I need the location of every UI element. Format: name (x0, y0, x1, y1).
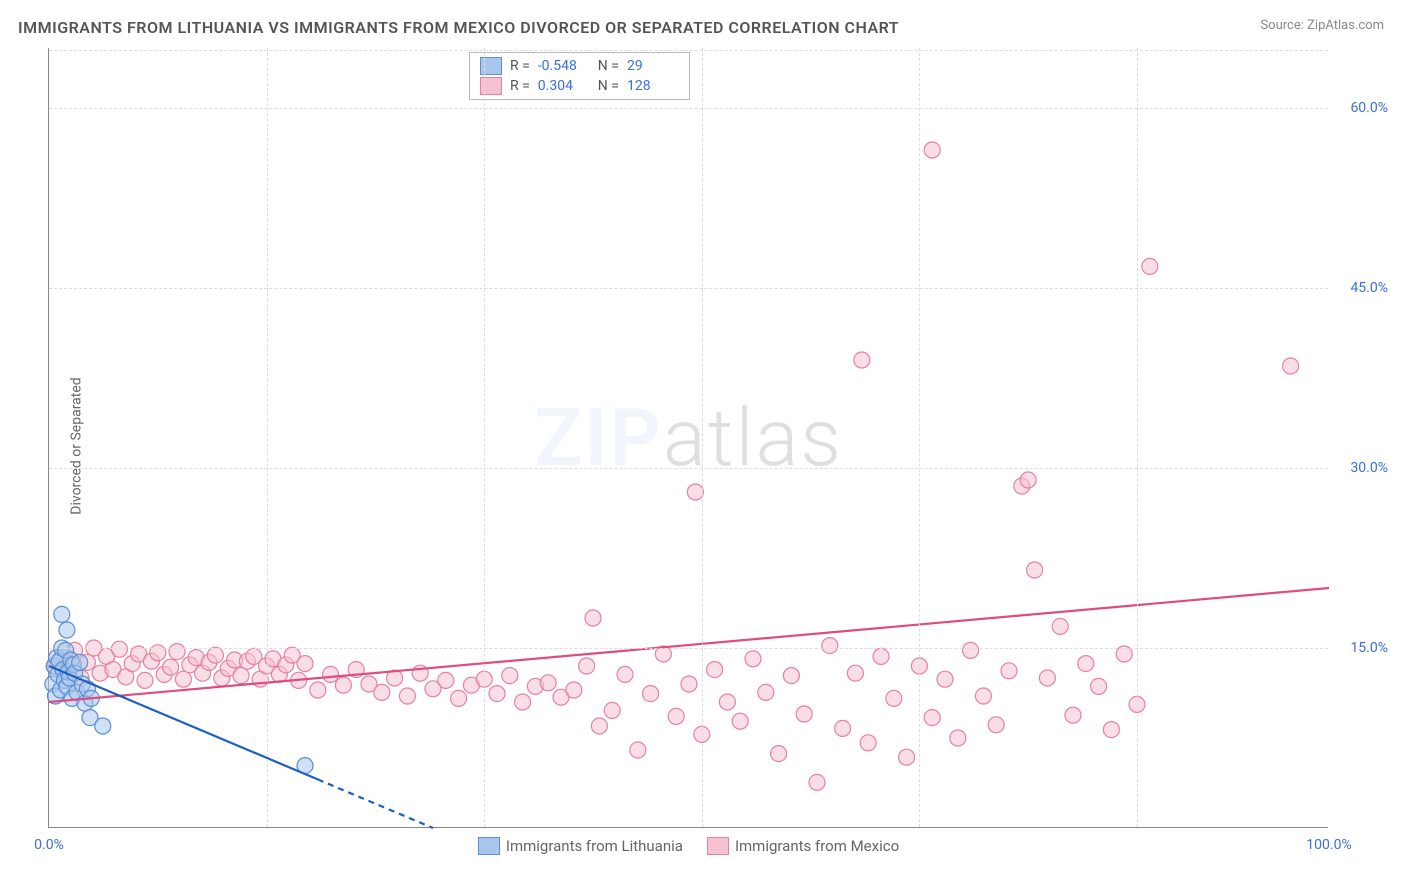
source-value: ZipAtlas.com (1307, 18, 1384, 33)
x-tick-label: 0.0% (34, 837, 64, 853)
grid-line-v (267, 48, 268, 827)
legend-label-mexico: Immigrants from Mexico (735, 837, 899, 855)
y-tick-label: 45.0% (1350, 280, 1388, 296)
x-tick-label: 100.0% (1306, 837, 1351, 853)
grid-line-v (1137, 48, 1138, 827)
legend-swatch-lithuania (478, 837, 500, 855)
series-legend: Immigrants from Lithuania Immigrants fro… (49, 837, 1328, 855)
grid-line-v (484, 48, 485, 827)
n-value-lithuania: 29 (627, 58, 679, 74)
legend-item-mexico: Immigrants from Mexico (707, 837, 899, 855)
legend-swatch-mexico (707, 837, 729, 855)
legend-item-lithuania: Immigrants from Lithuania (478, 837, 683, 855)
n-value-mexico: 128 (627, 78, 679, 94)
stats-row-mexico: R = 0.304 N = 128 (480, 77, 679, 95)
source-prefix: Source: (1260, 18, 1303, 33)
r-label: R = (510, 78, 530, 94)
grid-line-v (702, 48, 703, 827)
legend-label-lithuania: Immigrants from Lithuania (506, 837, 683, 855)
source-label: Source: ZipAtlas.com (1260, 18, 1384, 33)
r-value-lithuania: -0.548 (538, 58, 590, 74)
chart-plot-area: ZIPatlas R = -0.548 N = 29 R = 0.304 N =… (48, 48, 1328, 828)
grid-line-v (919, 48, 920, 827)
r-label: R = (510, 58, 530, 74)
y-tick-label: 60.0% (1350, 100, 1388, 116)
n-label: N = (598, 58, 619, 74)
y-tick-label: 15.0% (1350, 640, 1388, 656)
chart-title: IMMIGRANTS FROM LITHUANIA VS IMMIGRANTS … (18, 18, 899, 37)
y-tick-label: 30.0% (1350, 460, 1388, 476)
stats-row-lithuania: R = -0.548 N = 29 (480, 57, 679, 75)
n-label: N = (598, 78, 619, 94)
stats-legend: R = -0.548 N = 29 R = 0.304 N = 128 (469, 52, 690, 100)
r-value-mexico: 0.304 (538, 78, 590, 94)
